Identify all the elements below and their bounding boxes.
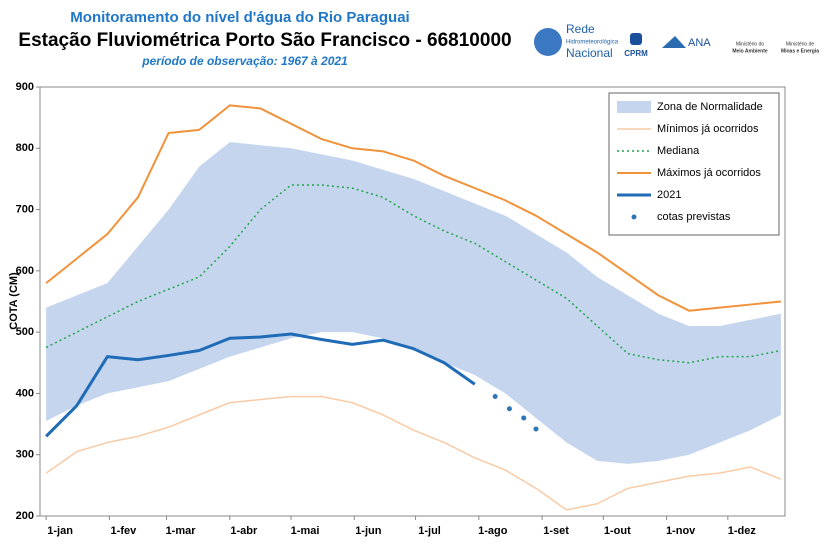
logo-text: Ministério de [786,41,815,47]
logos: Rede Hidrometeorológica Nacional CPRM AN… [534,22,819,60]
logo-text: Meio Ambiente [732,48,768,54]
x-tick-label: 1-mai [291,525,320,537]
x-tick-label: 1-mar [166,525,197,537]
plot-frame [39,86,786,517]
x-tick-label: 1-fev [111,525,138,537]
legend-label: Mediana [657,145,700,157]
legend-label: cotas previstas [657,211,731,223]
x-tick-label: 1-jul [418,525,441,537]
y-tick-label: 800 [16,142,34,154]
y-tick-label: 500 [16,326,34,338]
x-tick-label: 1-nov [666,525,696,537]
series-line [45,184,782,364]
series-line [45,332,476,438]
x-tick-label: 1-dez [728,525,757,537]
period: período de observação: 1967 à 2021 [141,54,348,68]
x-tick-label: 1-ago [478,525,508,537]
legend-swatch [631,214,637,220]
logo-text: CPRM [624,49,648,58]
forecast-point [533,426,539,432]
series-line [45,104,782,312]
logo-text: Hidrometeorológica [566,40,619,46]
y-tick-label: 700 [16,203,34,215]
logo-icon [662,36,686,48]
y-axis-label: COTA (CM) [8,272,20,330]
logo-text: ANA [688,37,711,49]
legend-box [608,92,780,236]
legend-label: Mínimos já ocorridos [657,123,759,135]
legend-swatch [617,101,651,113]
title: Monitoramento do nível d'água do Rio Par… [70,9,409,26]
logo-icon [534,28,562,56]
x-tick-label: 1-abr [230,525,258,537]
forecast-point [506,406,512,412]
logo-text: Nacional [566,46,613,60]
x-tick-label: 1-jun [355,525,382,537]
logo-icon [630,33,642,45]
y-tick-label: 400 [16,387,34,399]
legend-label: Máximos já ocorridos [657,167,761,179]
normal-zone [46,142,781,464]
logo-text: Ministério do [736,41,765,47]
x-tick-label: 1-set [543,525,569,537]
legend-label: Zona de Normalidade [657,101,763,113]
x-tick-label: 1-out [604,525,631,537]
logo-text: Minas e Energia [781,48,819,54]
legend-label: 2021 [657,189,681,201]
y-tick-label: 200 [16,510,34,522]
forecast-point [521,415,527,421]
x-tick-label: 1-jan [47,525,73,537]
y-tick-label: 600 [16,265,34,277]
y-tick-label: 300 [16,449,34,461]
logo-text: Rede [566,22,595,36]
forecast-point [492,393,498,399]
series-line [45,395,782,511]
subtitle: Estação Fluviométrica Porto São Francisc… [18,30,511,51]
y-tick-label: 900 [16,81,34,93]
